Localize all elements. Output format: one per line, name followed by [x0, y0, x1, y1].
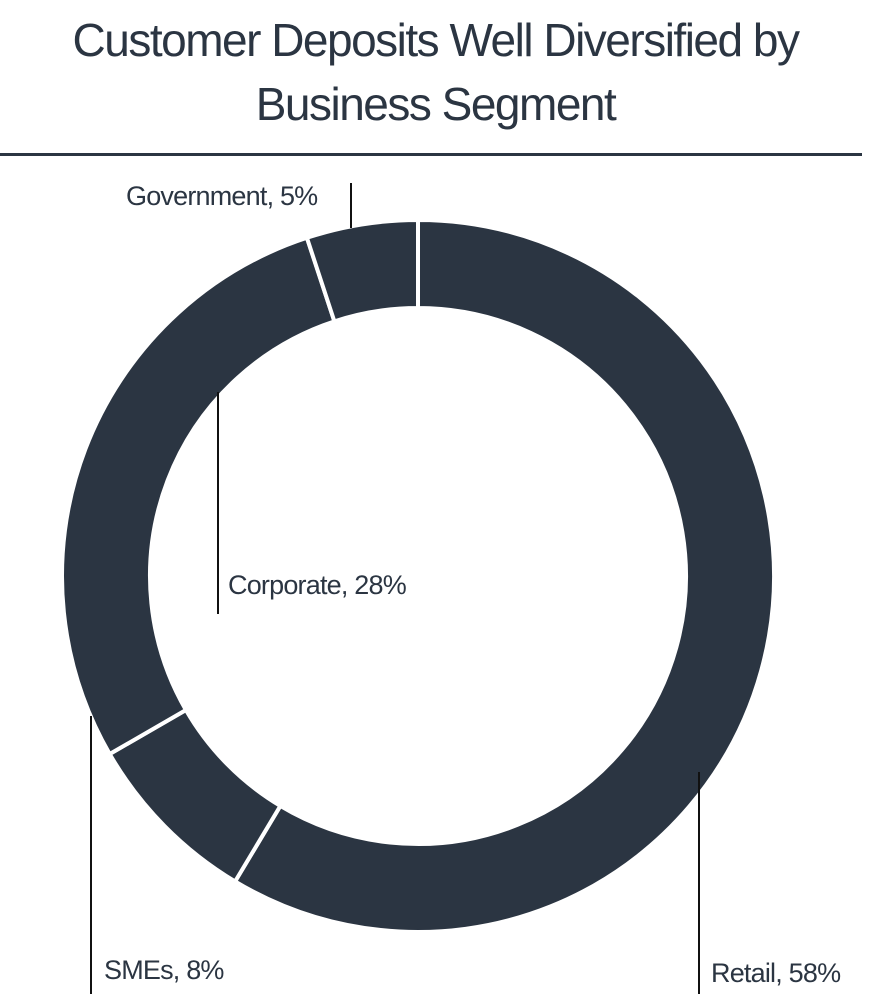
chart-title-line-1: Customer Deposits Well Diversified by: [72, 14, 800, 66]
slice-label-government: Government, 5%: [126, 181, 318, 211]
slice-government: [304, 217, 420, 324]
title-divider: [0, 153, 862, 156]
chart-title-line-2: Business Segment: [255, 78, 617, 130]
slice-label-smes: SMEs, 8%: [104, 955, 224, 985]
slice-retail: [232, 217, 776, 934]
donut-slices: [60, 217, 776, 934]
leader-lines: [90, 183, 700, 994]
slice-label-corporate: Corporate, 28%: [228, 570, 407, 600]
slice-corporate: [60, 235, 337, 757]
slice-label-retail: Retail, 58%: [711, 958, 841, 988]
chart-title: Customer Deposits Well Diversified by Bu…: [0, 8, 871, 136]
